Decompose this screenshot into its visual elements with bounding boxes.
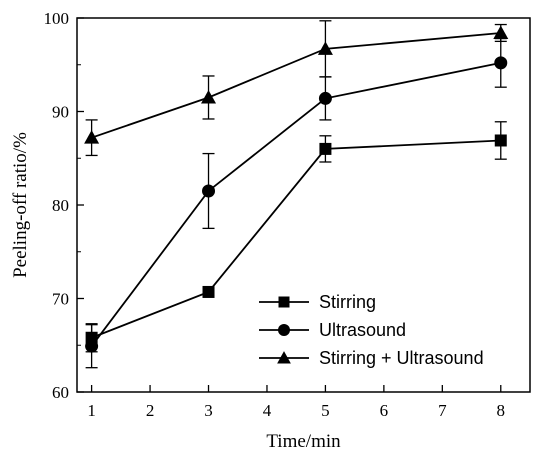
- series-square: [85, 121, 507, 353]
- legend-label: Ultrasound: [319, 320, 406, 340]
- axes: [76, 17, 531, 393]
- legend-item: Ultrasound: [259, 320, 406, 340]
- y-tick-label: 80: [52, 196, 69, 215]
- x-tick-label: 6: [380, 401, 389, 420]
- data-point-square: [494, 134, 507, 147]
- x-tick-label: 1: [87, 401, 96, 420]
- data-point-square: [278, 296, 290, 308]
- y-tick-label: 70: [52, 290, 69, 309]
- series-circle: [85, 37, 508, 369]
- series-line: [91, 139, 501, 339]
- y-tick-label: 100: [44, 9, 70, 28]
- data-point-square: [202, 285, 215, 298]
- data-point-circle: [85, 339, 99, 353]
- x-tick-label: 7: [438, 401, 447, 420]
- legend-item: Stirring: [259, 292, 376, 312]
- y-tick-label: 60: [52, 383, 69, 402]
- y-tick-label: 90: [52, 103, 69, 122]
- data-point-triangle: [201, 89, 217, 104]
- data-point-triangle: [493, 25, 509, 39]
- legend-label: Stirring: [319, 292, 376, 312]
- x-tick-label: 2: [146, 401, 155, 420]
- x-tick-label: 3: [204, 401, 213, 420]
- legend-label: Stirring + Ultrasound: [319, 348, 484, 368]
- plot-frame: [76, 17, 531, 393]
- data-point-circle: [202, 184, 216, 198]
- x-tick-label: 4: [263, 401, 272, 420]
- series-line: [90, 61, 501, 347]
- x-axis-title: Time/min: [266, 431, 341, 452]
- x-tick-label: 5: [321, 401, 330, 420]
- ticks: 1 2 3 4 5 6 7 8 60 70 80 90 100: [44, 9, 506, 420]
- series-layer: [84, 20, 509, 369]
- data-point-square: [319, 142, 332, 155]
- data-point-triangle: [277, 351, 291, 364]
- x-tick-label: 8: [497, 401, 506, 420]
- data-point-triangle: [317, 41, 333, 55]
- data-point-circle: [318, 91, 332, 105]
- series-triangle: [84, 20, 509, 157]
- series-line: [91, 32, 501, 139]
- legend: Stirring Ultrasound Stirring + Ultrasound: [259, 292, 484, 368]
- y-axis-title: Peeling-off ratio/%: [10, 132, 31, 278]
- legend-item: Stirring + Ultrasound: [259, 348, 484, 368]
- data-point-circle: [278, 324, 290, 336]
- data-point-triangle: [84, 130, 100, 144]
- data-point-circle: [494, 56, 508, 70]
